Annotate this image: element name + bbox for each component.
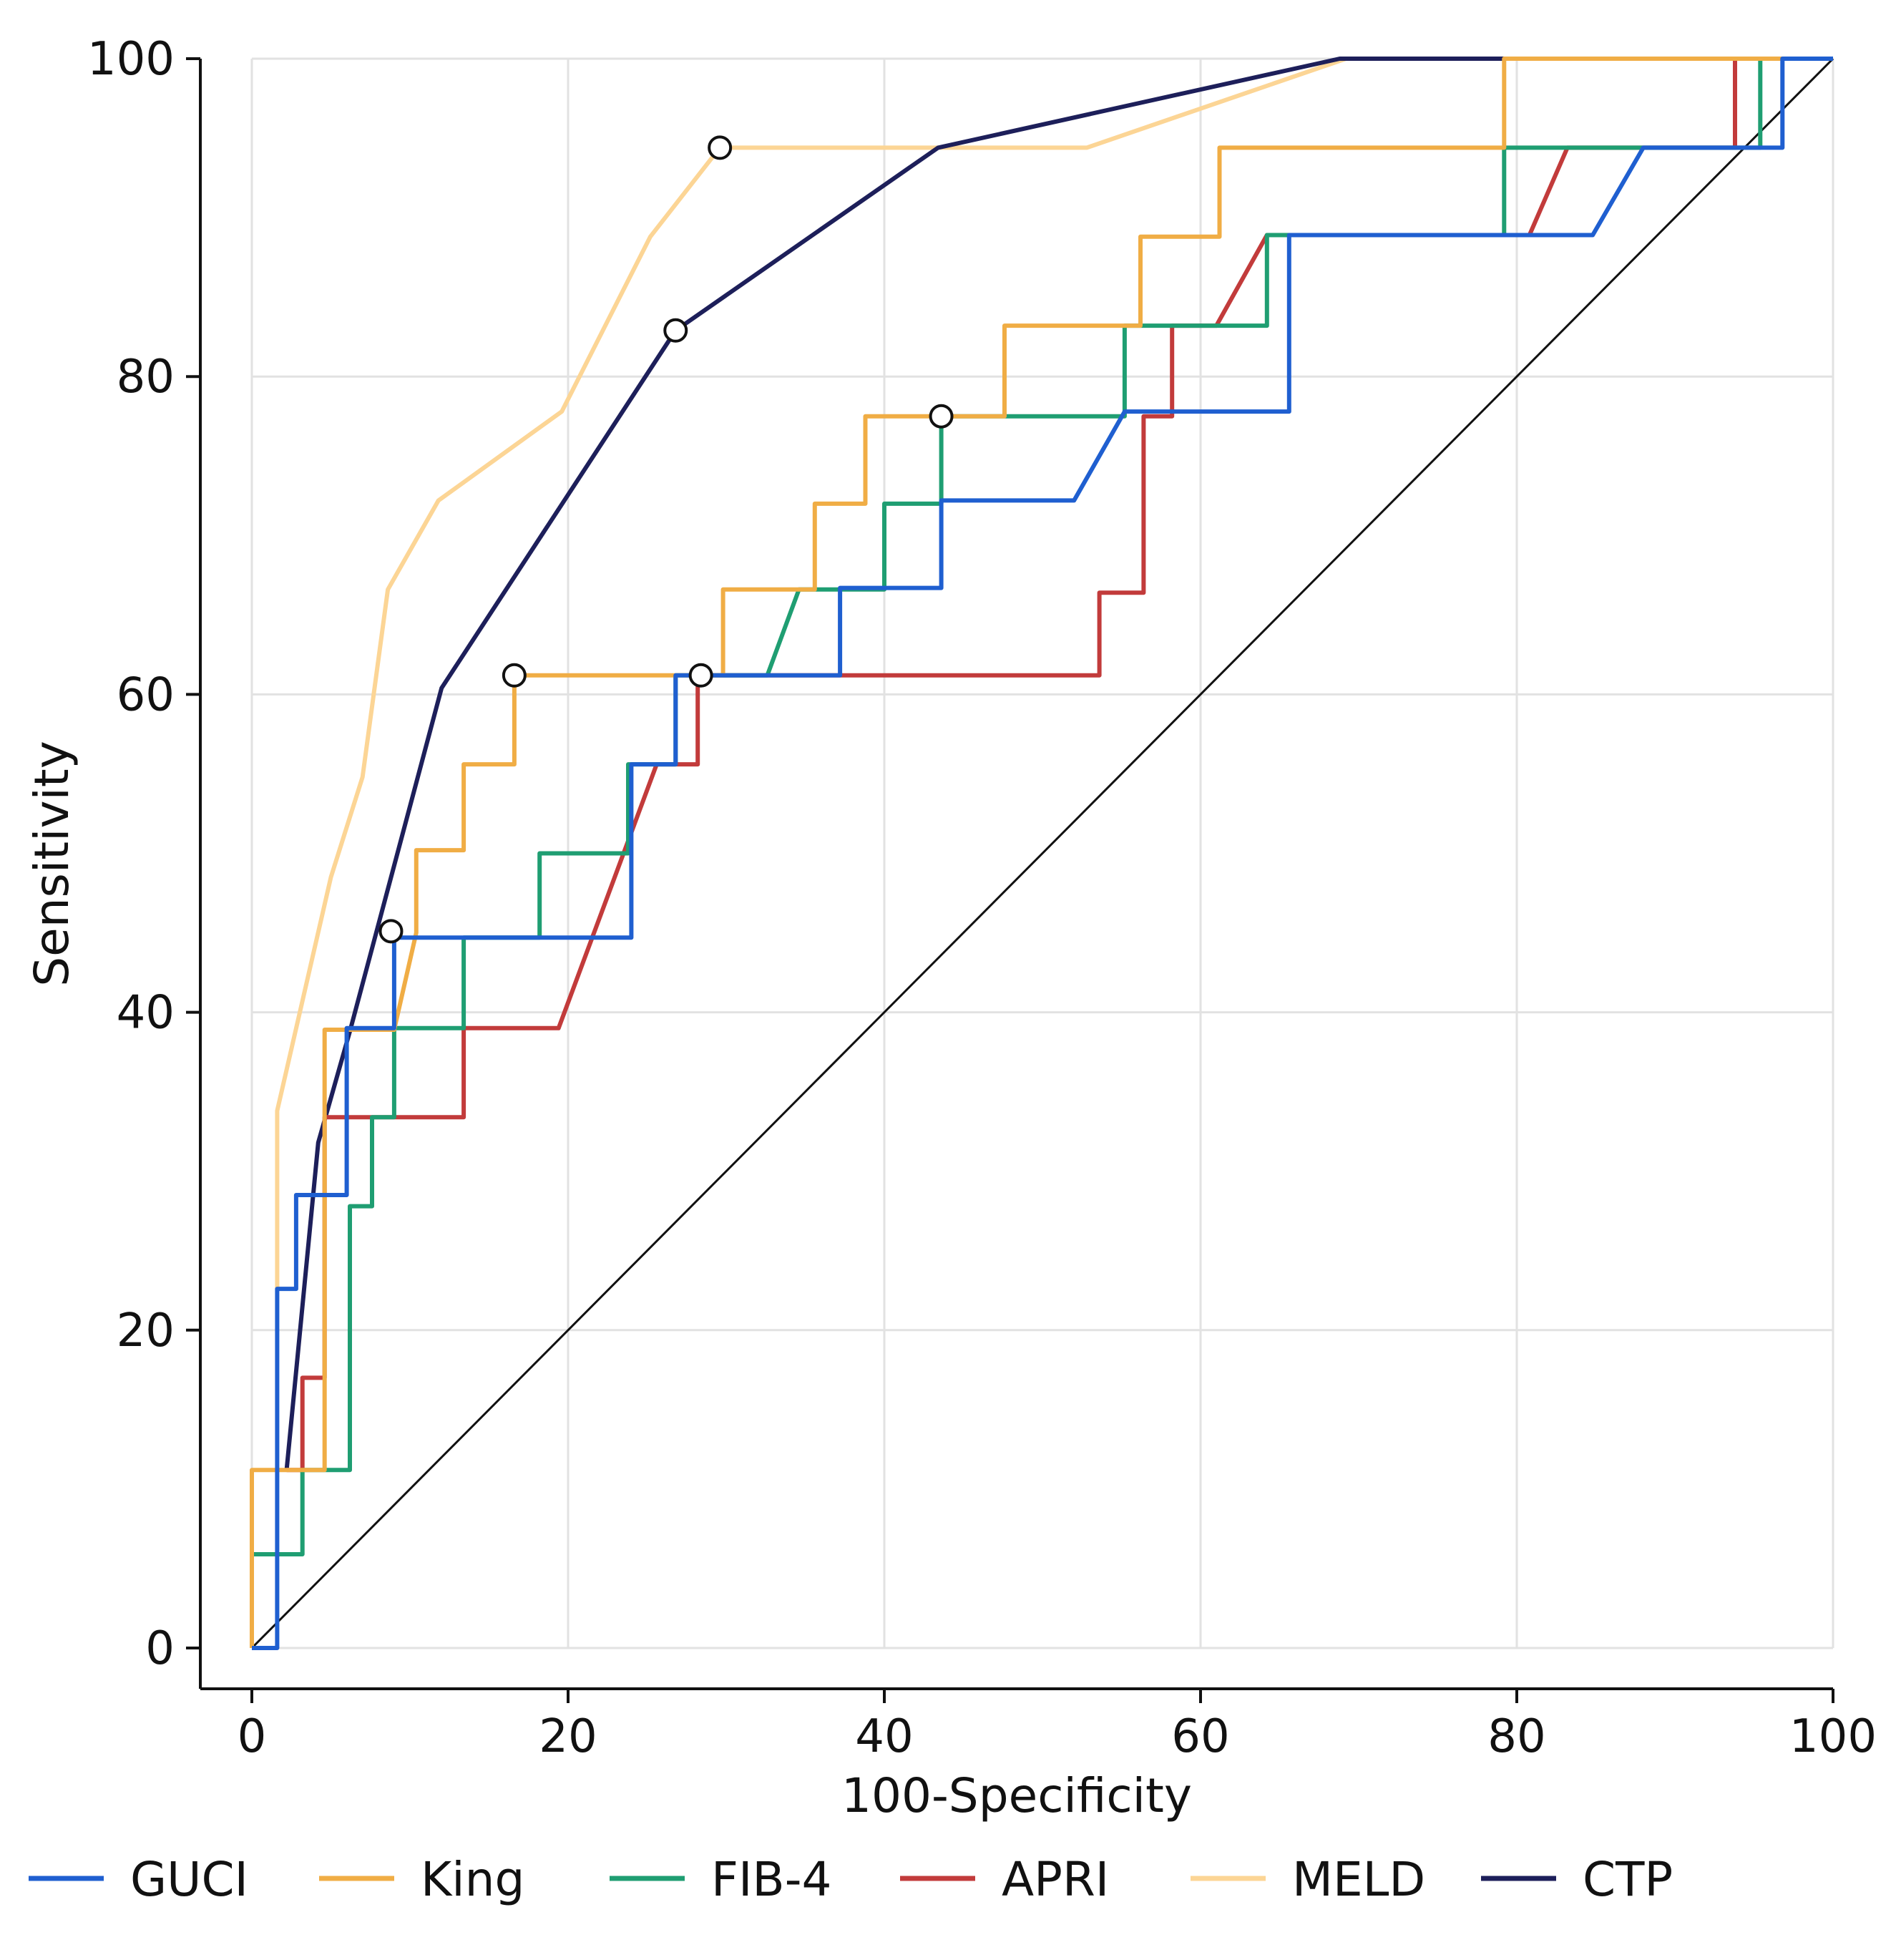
legend-label-king: King [421, 1852, 524, 1907]
legend-label-meld: MELD [1292, 1852, 1425, 1907]
x-tick-label-4: 80 [1487, 1710, 1545, 1763]
series-line-ctp [284, 57, 1833, 1471]
y-tick-label-0: 0 [145, 1622, 175, 1675]
grid-lines [250, 57, 1834, 1649]
cutoff-marker-5 [929, 404, 954, 429]
x-tick-label-1: 20 [539, 1710, 597, 1763]
cutoff-marker-2 [663, 318, 688, 343]
y-tick-label-5: 100 [87, 33, 175, 86]
cutoff-marker-0 [378, 919, 404, 944]
y-tick-label-1: 20 [117, 1305, 175, 1357]
series-line-king [250, 57, 1833, 1648]
y-tick-label-2: 40 [117, 987, 175, 1040]
cutoff-markers [378, 135, 954, 944]
x-tick-label-5: 100 [1789, 1710, 1877, 1763]
cutoff-marker-1 [502, 663, 527, 688]
y-axis-title: Sensitivity [24, 741, 79, 987]
legend-label-ctp: CTP [1583, 1852, 1673, 1907]
x-axis-title: 100-Specificity [841, 1768, 1192, 1823]
x-tick-label-0: 0 [238, 1710, 267, 1763]
series-lines [250, 57, 1833, 1650]
legend-label-guci: GUCI [130, 1852, 248, 1907]
reference-layer [250, 57, 1834, 1649]
legend-label-fib-4: FIB-4 [711, 1852, 832, 1907]
series-line-guci [252, 57, 1833, 1650]
tick-labels: 0 20 40 60 80 100 0 20 40 60 80 100 [87, 33, 1877, 1763]
legend-label-apri: APRI [1002, 1852, 1109, 1907]
y-tick-label-3: 60 [117, 668, 175, 721]
x-tick-label-2: 40 [855, 1710, 913, 1763]
legend: GUCI King FIB-4 APRI MELD CTP [29, 1852, 1673, 1907]
cutoff-marker-3 [688, 663, 713, 688]
y-tick-label-4: 80 [117, 351, 175, 404]
axes [186, 57, 1834, 1703]
series-line-apri [286, 57, 1833, 1473]
x-tick-label-3: 60 [1171, 1710, 1229, 1763]
cutoff-marker-4 [708, 135, 733, 160]
reference-diagonal-line [250, 57, 1834, 1649]
series-line-meld [275, 57, 1833, 1289]
